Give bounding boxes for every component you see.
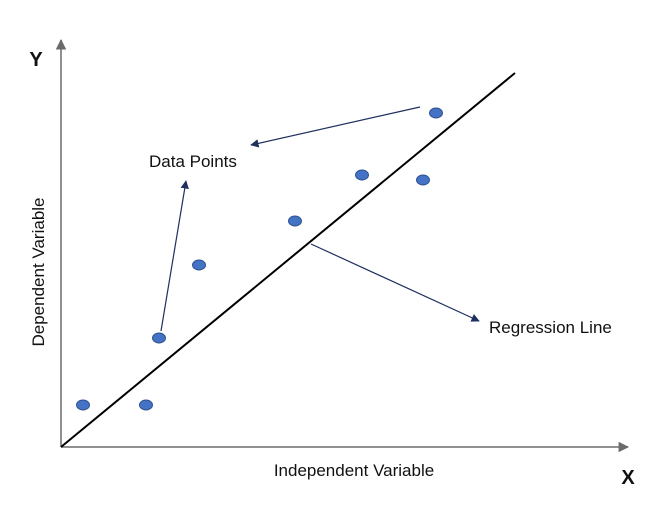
y-axis-title: Dependent Variable [29,197,48,346]
data-points-arrow-from-top [250,106,421,148]
x-axis-letter: X [621,467,635,489]
data-point [416,174,430,186]
regression-line-arrow [310,243,480,322]
x-axis-title: Independent Variable [274,461,434,480]
data-point [76,399,90,411]
data-point [152,332,166,344]
data-point [429,107,443,119]
y-axis-letter: Y [29,49,43,71]
data-point [139,399,153,411]
data-points [76,107,443,411]
data-points-arrow-from-bottom [160,180,189,332]
data-point [355,169,369,181]
data-point [192,259,206,271]
regression-line [60,72,516,448]
regression-line-label: Regression Line [489,318,612,337]
data-points-label: Data Points [149,152,237,171]
data-point [288,215,302,227]
